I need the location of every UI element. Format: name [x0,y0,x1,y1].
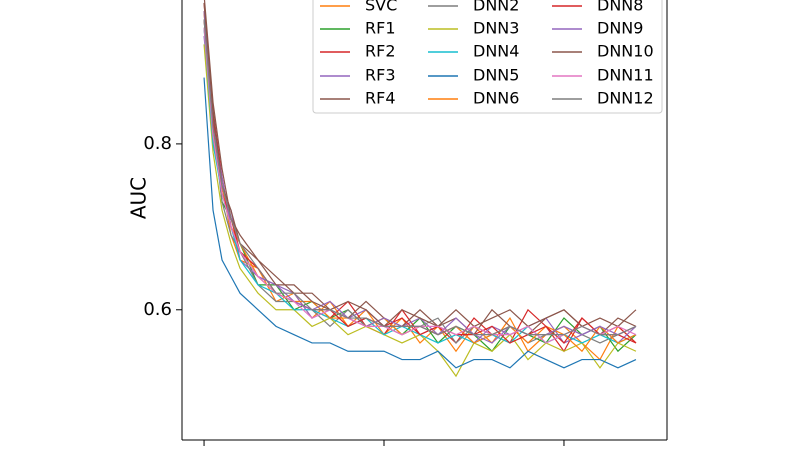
y-axis-label: AUC [127,177,151,219]
legend-label: RF2 [365,42,396,61]
legend-label: DNN5 [473,66,519,85]
legend-label: RF1 [365,19,396,38]
legend-label: DNN3 [473,19,519,38]
legend-label: DNN6 [473,89,519,108]
legend-label: DNN11 [597,66,654,85]
x-tick-label: 0 [198,448,209,450]
legend-label: RF3 [365,66,396,85]
legend-label: SVC [365,0,397,15]
y-tick-label: 0.6 [143,299,172,320]
legend-label: DNN9 [597,19,643,38]
legend-box [312,0,663,114]
series-line [203,19,637,336]
legend-label: DNN8 [597,0,643,15]
series-line [203,44,637,378]
legend-label: DNN10 [597,42,654,61]
x-tick-label: 20000 [355,448,412,450]
x-tick-label: 40000 [535,448,592,450]
legend-label: DNN4 [473,42,519,61]
legend-label: DNN12 [597,89,654,108]
series-line [203,2,637,328]
y-tick-label: 0.8 [143,133,172,154]
series-line [203,77,637,369]
legend-label: RF4 [365,89,396,108]
plot-lines [203,0,637,378]
legend: SVC RF1 RF2 RF3 RF4 DNN2 DNN3 DNN4 DNN5 DNN6 DNN8 D… [312,0,663,114]
legend-label: DNN2 [473,0,519,15]
series-line [203,27,637,344]
